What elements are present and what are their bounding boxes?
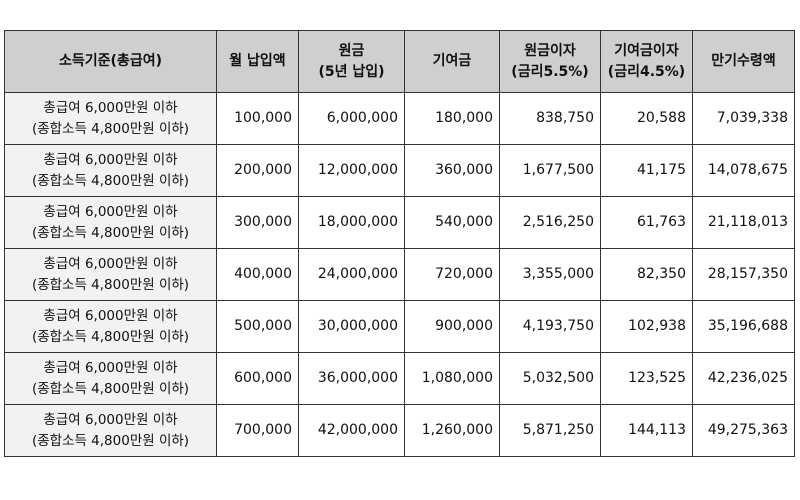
contribution-interest-cell: 123,525	[600, 352, 693, 405]
income-criteria-cell: 총급여 6,000만원 이하 (종합소득 4,800만원 이하)	[4, 196, 217, 249]
contribution-cell: 1,260,000	[404, 404, 500, 457]
header-maturity-amount-line: 만기수령액	[711, 53, 776, 69]
contribution-cell: 1,080,000	[404, 352, 500, 405]
income-criteria-line: 총급여 6,000만원 이하	[43, 99, 178, 116]
income-criteria-cell: 총급여 6,000만원 이하 (종합소득 4,800만원 이하)	[4, 404, 217, 457]
header-contribution-interest: 기여금이자 (금리4.5%)	[600, 30, 693, 93]
header-contribution: 기여금	[404, 30, 500, 93]
income-criteria-line: 총급여 6,000만원 이하	[43, 359, 178, 376]
income-criteria-line: (종합소득 4,800만원 이하)	[31, 276, 190, 293]
header-contribution-interest-line: (금리4.5%)	[607, 63, 686, 80]
income-criteria-line: 총급여 6,000만원 이하	[43, 255, 178, 272]
maturity-amount-cell: 28,157,350	[692, 248, 795, 301]
contribution-cell: 720,000	[404, 248, 500, 301]
header-principal-interest: 원금이자 (금리5.5%)	[499, 30, 601, 93]
contribution-interest-cell: 144,113	[600, 404, 693, 457]
maturity-amount-cell: 14,078,675	[692, 144, 795, 197]
income-criteria-line: (종합소득 4,800만원 이하)	[31, 120, 190, 137]
income-criteria-line: (종합소득 4,800만원 이하)	[31, 380, 190, 397]
table-row: 총급여 6,000만원 이하 (종합소득 4,800만원 이하) 100,000 6,…	[4, 92, 795, 145]
savings-maturity-table: 소득기준(총급여) 월 납입액 원금 (5년 납입) 기여금 원금이자 (금리5.5%) 기여…	[4, 30, 795, 457]
income-criteria-line: 총급여 6,000만원 이하	[43, 203, 178, 220]
principal-cell: 30,000,000	[298, 300, 405, 353]
income-criteria-cell: 총급여 6,000만원 이하 (종합소득 4,800만원 이하)	[4, 92, 217, 145]
income-criteria-line: (종합소득 4,800만원 이하)	[31, 432, 190, 449]
header-principal-interest-line: 원금이자	[524, 42, 576, 59]
income-criteria-line: 총급여 6,000만원 이하	[43, 411, 178, 428]
principal-interest-cell: 5,871,250	[499, 404, 601, 457]
principal-interest-cell: 838,750	[499, 92, 601, 145]
header-income-criteria-line: 소득기준(총급여)	[59, 53, 162, 69]
header-monthly-payment: 월 납입액	[216, 30, 299, 93]
header-principal: 원금 (5년 납입)	[298, 30, 405, 93]
contribution-interest-cell: 41,175	[600, 144, 693, 197]
principal-cell: 42,000,000	[298, 404, 405, 457]
savings-table-container: 소득기준(총급여) 월 납입액 원금 (5년 납입) 기여금 원금이자 (금리5.5%) 기여…	[4, 30, 795, 457]
header-contribution-interest-line: 기여금이자	[614, 42, 679, 59]
contribution-cell: 540,000	[404, 196, 500, 249]
header-contribution-line: 기여금	[432, 53, 472, 69]
table-row: 총급여 6,000만원 이하 (종합소득 4,800만원 이하) 500,000 30…	[4, 300, 795, 353]
principal-interest-cell: 5,032,500	[499, 352, 601, 405]
income-criteria-line: (종합소득 4,800만원 이하)	[31, 172, 190, 189]
header-income-criteria: 소득기준(총급여)	[4, 30, 217, 93]
table-body: 총급여 6,000만원 이하 (종합소득 4,800만원 이하) 100,000 6,…	[4, 92, 795, 457]
contribution-cell: 180,000	[404, 92, 500, 145]
principal-interest-cell: 1,677,500	[499, 144, 601, 197]
monthly-payment-cell: 200,000	[216, 144, 299, 197]
contribution-interest-cell: 20,588	[600, 92, 693, 145]
maturity-amount-cell: 21,118,013	[692, 196, 795, 249]
header-principal-interest-line: (금리5.5%)	[511, 63, 589, 80]
principal-interest-cell: 4,193,750	[499, 300, 601, 353]
contribution-cell: 360,000	[404, 144, 500, 197]
monthly-payment-cell: 400,000	[216, 248, 299, 301]
table-row: 총급여 6,000만원 이하 (종합소득 4,800만원 이하) 300,000 18…	[4, 196, 795, 249]
income-criteria-line: 총급여 6,000만원 이하	[43, 307, 178, 324]
income-criteria-line: (종합소득 4,800만원 이하)	[31, 224, 190, 241]
header-principal-line: 원금	[338, 42, 365, 59]
table-header-row: 소득기준(총급여) 월 납입액 원금 (5년 납입) 기여금 원금이자 (금리5.5%) 기여…	[4, 30, 795, 93]
contribution-interest-cell: 102,938	[600, 300, 693, 353]
header-principal-line: (5년 납입)	[318, 63, 385, 80]
table-row: 총급여 6,000만원 이하 (종합소득 4,800만원 이하) 700,000 42…	[4, 404, 795, 457]
table-row: 총급여 6,000만원 이하 (종합소득 4,800만원 이하) 200,000 12…	[4, 144, 795, 197]
contribution-interest-cell: 82,350	[600, 248, 693, 301]
contribution-cell: 900,000	[404, 300, 500, 353]
maturity-amount-cell: 49,275,363	[692, 404, 795, 457]
income-criteria-cell: 총급여 6,000만원 이하 (종합소득 4,800만원 이하)	[4, 248, 217, 301]
monthly-payment-cell: 500,000	[216, 300, 299, 353]
table-row: 총급여 6,000만원 이하 (종합소득 4,800만원 이하) 400,000 24…	[4, 248, 795, 301]
income-criteria-cell: 총급여 6,000만원 이하 (종합소득 4,800만원 이하)	[4, 144, 217, 197]
principal-cell: 18,000,000	[298, 196, 405, 249]
maturity-amount-cell: 7,039,338	[692, 92, 795, 145]
principal-cell: 6,000,000	[298, 92, 405, 145]
income-criteria-line: 총급여 6,000만원 이하	[43, 151, 178, 168]
contribution-interest-cell: 61,763	[600, 196, 693, 249]
principal-cell: 24,000,000	[298, 248, 405, 301]
header-monthly-payment-line: 월 납입액	[229, 53, 286, 69]
table-row: 총급여 6,000만원 이하 (종합소득 4,800만원 이하) 600,000 36…	[4, 352, 795, 405]
monthly-payment-cell: 600,000	[216, 352, 299, 405]
income-criteria-cell: 총급여 6,000만원 이하 (종합소득 4,800만원 이하)	[4, 300, 217, 353]
principal-cell: 12,000,000	[298, 144, 405, 197]
monthly-payment-cell: 300,000	[216, 196, 299, 249]
principal-cell: 36,000,000	[298, 352, 405, 405]
principal-interest-cell: 3,355,000	[499, 248, 601, 301]
header-maturity-amount: 만기수령액	[692, 30, 795, 93]
maturity-amount-cell: 42,236,025	[692, 352, 795, 405]
maturity-amount-cell: 35,196,688	[692, 300, 795, 353]
principal-interest-cell: 2,516,250	[499, 196, 601, 249]
monthly-payment-cell: 100,000	[216, 92, 299, 145]
income-criteria-cell: 총급여 6,000만원 이하 (종합소득 4,800만원 이하)	[4, 352, 217, 405]
monthly-payment-cell: 700,000	[216, 404, 299, 457]
income-criteria-line: (종합소득 4,800만원 이하)	[31, 328, 190, 345]
